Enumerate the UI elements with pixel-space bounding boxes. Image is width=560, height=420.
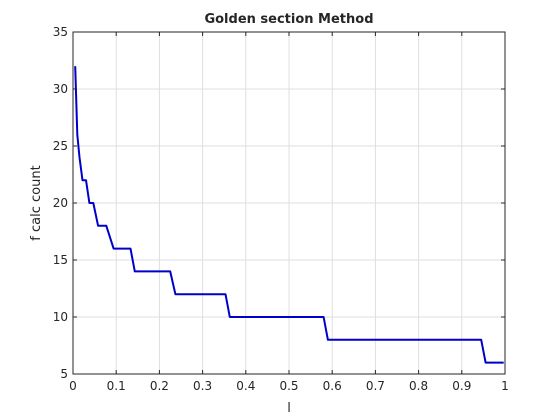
chart-title: Golden section Method xyxy=(204,12,373,27)
x-tick-label: 0 xyxy=(69,379,77,393)
x-tick-labels: 0 0.1 0.2 0.3 0.4 0.5 0.6 0.7 0.8 0.9 1 xyxy=(69,379,509,393)
x-tick-label: 0.3 xyxy=(193,379,212,393)
x-tick-label: 0.4 xyxy=(236,379,255,393)
x-tick-label: 0.2 xyxy=(150,379,169,393)
ticks xyxy=(72,31,506,375)
x-tick-label: 0.7 xyxy=(366,379,385,393)
y-tick-label: 30 xyxy=(53,82,68,96)
series-line xyxy=(74,66,504,364)
y-axis-label: f calc count xyxy=(29,165,44,240)
y-tick-label: 5 xyxy=(60,367,68,381)
y-tick-labels: 5 10 15 20 25 30 35 xyxy=(53,25,68,381)
series-layer xyxy=(74,66,504,364)
y-tick-label: 10 xyxy=(53,310,68,324)
x-tick-label: 0.9 xyxy=(452,379,471,393)
x-tick-label: 0.5 xyxy=(279,379,298,393)
x-tick-label: 0.1 xyxy=(107,379,126,393)
y-tick-label: 25 xyxy=(53,139,68,153)
x-tick-label: 1 xyxy=(501,379,509,393)
x-tick-label: 0.8 xyxy=(409,379,428,393)
y-tick-label: 35 xyxy=(53,25,68,39)
x-axis-label: l xyxy=(287,401,291,416)
y-tick-label: 15 xyxy=(53,253,68,267)
y-tick-label: 20 xyxy=(53,196,68,210)
x-tick-label: 0.6 xyxy=(323,379,342,393)
